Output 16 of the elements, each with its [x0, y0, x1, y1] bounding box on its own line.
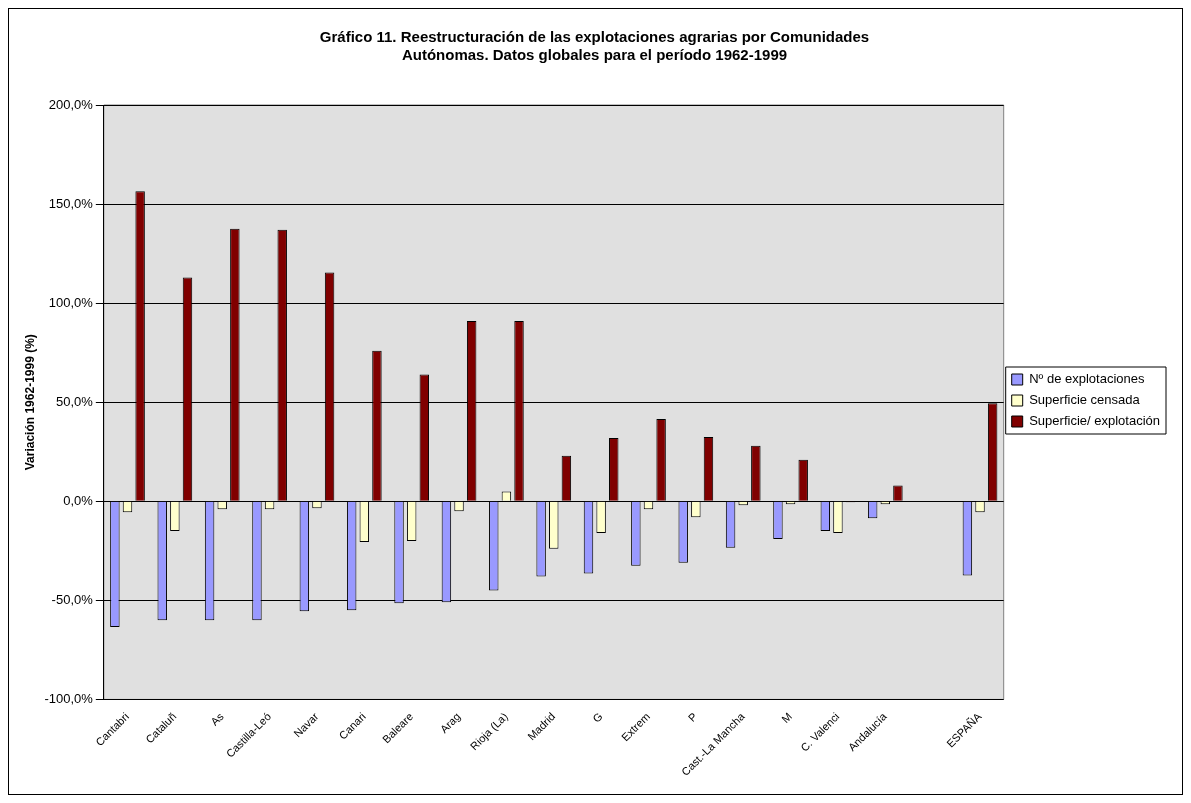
y-tick-label: -100,0%: [44, 691, 94, 707]
legend-label: Superficie/ explotación: [1029, 413, 1161, 429]
chart-title: Gráfico 11. Reestructuración de las explotaciones agrarias por Comunidades Autónomas. Datos globales para el período 1962-1999: [319, 28, 870, 64]
y-tick-label: 50,0%: [55, 393, 94, 409]
x-tick-label: P: [685, 710, 700, 724]
y-tick-label: -50,0%: [51, 591, 94, 607]
y-tick-label: 150,0%: [48, 195, 94, 211]
y-axis-title: Variación 1962-1999 (%): [22, 334, 37, 471]
legend-label: Superficie censada: [1029, 392, 1141, 408]
y-tick-label: 0,0%: [63, 492, 94, 508]
legend-label: Nº de explotaciones: [1029, 371, 1146, 387]
x-tick-label: G: [590, 710, 605, 725]
y-tick-label: 100,0%: [48, 294, 94, 310]
x-tick-label: M: [779, 710, 795, 726]
y-tick-label: 200,0%: [48, 96, 94, 112]
x-tick-label: As: [208, 709, 227, 728]
